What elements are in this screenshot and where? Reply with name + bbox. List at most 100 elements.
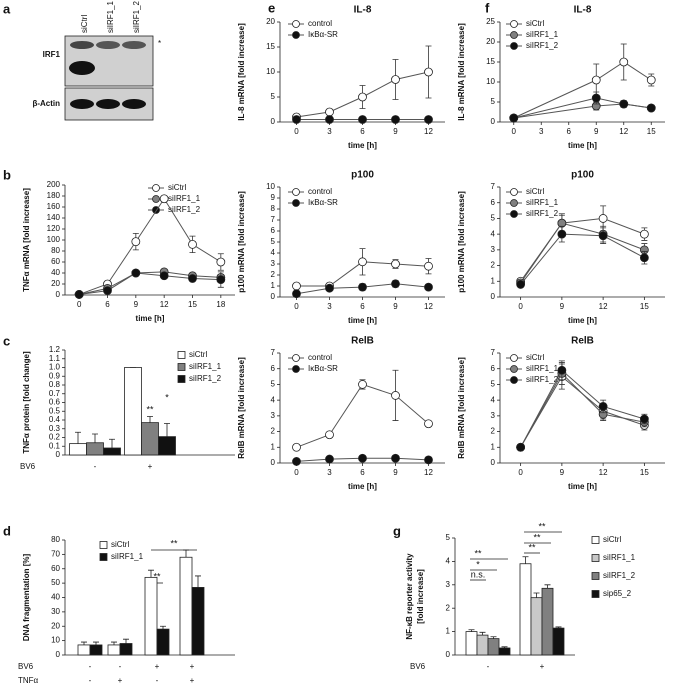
error-bar	[160, 625, 166, 630]
legend-label: IκBα-SR	[308, 30, 338, 39]
legend-label: siCtrl	[526, 353, 544, 362]
legend-swatch	[177, 375, 186, 383]
data-point	[598, 402, 608, 411]
bar	[86, 442, 104, 456]
y-tick-label: 8	[271, 204, 276, 213]
y-tick-label: 15	[486, 57, 495, 66]
y-tick-label: 0	[56, 650, 61, 659]
legend-swatch	[99, 541, 108, 549]
legend-swatch	[591, 554, 600, 562]
panel-label: d	[3, 523, 11, 538]
legend-label: sip65_2	[603, 589, 632, 598]
x-tick-label: 12	[160, 300, 169, 309]
data-point	[557, 229, 567, 239]
error-bar	[93, 641, 99, 645]
data-point	[358, 453, 367, 463]
row-label: β-Actin	[32, 99, 60, 108]
bar	[541, 587, 554, 656]
x-tick-label: 6	[360, 127, 365, 136]
x-axis-label: time [h]	[568, 316, 597, 325]
legend-marker	[292, 354, 300, 362]
blot-band	[122, 41, 146, 49]
annotation: **	[533, 532, 541, 542]
x-tick-label: +	[118, 676, 123, 685]
y-tick-label: 0	[491, 458, 496, 467]
error-bar	[123, 638, 129, 644]
x-tick-label: 15	[647, 127, 656, 136]
bar	[191, 587, 205, 656]
legend-marker	[510, 31, 518, 39]
blot-marker: *	[158, 39, 161, 48]
legend-label: siIRF1_1	[526, 198, 559, 207]
error-bar	[81, 641, 87, 645]
y-tick-label: 0	[446, 650, 451, 659]
legend-marker	[292, 31, 300, 39]
data-point	[391, 453, 400, 463]
x-tick-label: 15	[640, 468, 649, 477]
y-tick-label: 50	[51, 578, 60, 587]
legend-label: siCtrl	[111, 540, 129, 549]
y-tick-label: 2	[491, 427, 496, 436]
legend-label: siIRF1_1	[189, 362, 222, 371]
series-line	[520, 233, 645, 285]
legend-label: IκBα-SR	[308, 364, 338, 373]
y-tick-label: 7	[271, 348, 276, 357]
data-point	[74, 290, 84, 299]
y-tick-label: 5	[271, 237, 276, 246]
y-tick-label: 0.2	[49, 433, 61, 442]
y-tick-label: 5	[446, 533, 451, 542]
data-point	[325, 283, 334, 293]
y-tick-label: 4	[271, 395, 276, 404]
y-tick-label: 0.4	[49, 415, 61, 424]
x-tick-label: 3	[327, 127, 332, 136]
x-tick-label: 9	[393, 468, 398, 477]
bar	[89, 644, 103, 656]
x-tick-label: +	[148, 462, 153, 471]
chart-title: p100	[571, 170, 594, 181]
x-tick-label: -	[119, 662, 122, 671]
data-point	[358, 92, 367, 102]
bar	[141, 422, 159, 456]
legend-label: siIRF1_1	[526, 30, 559, 39]
x-tick-label: 6	[567, 127, 572, 136]
y-tick-label: 7	[491, 182, 496, 191]
lane-label: siCtrl	[80, 15, 89, 33]
y-tick-label: 3	[491, 245, 496, 254]
data-point	[159, 271, 169, 281]
data-point	[188, 274, 197, 283]
x-tick-label: 9	[134, 300, 139, 309]
y-tick-label: 10	[51, 636, 60, 645]
legend-label: siIRF1_1	[168, 194, 201, 203]
y-axis-label: p100 mRNA [fold increase]	[237, 191, 246, 293]
legend-label: control	[308, 19, 332, 28]
x-tick-label: -	[89, 662, 92, 671]
data-point	[358, 380, 367, 389]
y-tick-label: 15	[266, 42, 275, 51]
x-tick-label: +	[190, 676, 195, 685]
annotation: *	[165, 392, 169, 402]
y-tick-label: 2	[491, 261, 496, 270]
y-tick-label: 40	[51, 593, 60, 602]
y-tick-label: 20	[266, 17, 275, 26]
legend-marker	[152, 184, 160, 192]
y-tick-label: 10	[266, 67, 275, 76]
data-point	[131, 237, 141, 247]
legend-label: siCtrl	[603, 535, 621, 544]
data-point	[325, 430, 334, 440]
y-axis-label: RelB mRNA [fold increase]	[457, 357, 466, 459]
x-tick-label: 12	[424, 127, 433, 136]
legend-marker	[152, 195, 160, 203]
y-tick-label: 5	[271, 380, 276, 389]
y-tick-label: 4	[491, 229, 496, 238]
data-point	[619, 99, 629, 109]
y-tick-label: 0.6	[49, 398, 61, 407]
series-line	[513, 61, 652, 119]
y-axis-label: IL-8 mRNA [fold increase]	[457, 23, 466, 121]
series-line	[78, 197, 222, 295]
chart-title: IL-8	[354, 5, 372, 16]
data-point	[646, 103, 656, 113]
x-tick-label: 9	[560, 468, 565, 477]
y-tick-label: 0.5	[49, 406, 61, 415]
y-tick-label: 70	[51, 549, 60, 558]
